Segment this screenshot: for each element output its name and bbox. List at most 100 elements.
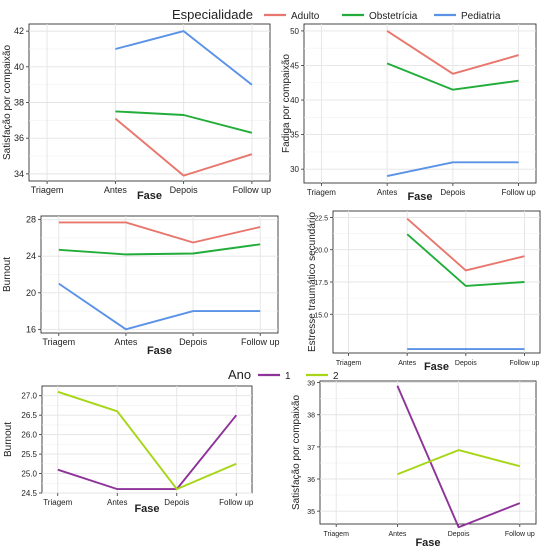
x-axis-label: Fase	[407, 191, 432, 203]
legend-title: Ano	[228, 367, 251, 382]
y-tick-label: 26.5	[21, 411, 37, 420]
y-tick-label: 50	[290, 27, 299, 36]
x-tick-label-triagem: Triagem	[323, 531, 349, 538]
x-tick-label-follow-up: Follow up	[219, 498, 254, 507]
chart-panel-3: 16 20 24 28 Triagem Antes Depois Follow up Fase B…	[2, 215, 279, 357]
series-line-1	[396, 385, 521, 529]
y-tick-label: 40	[14, 62, 24, 72]
y-tick-label: 45	[290, 61, 299, 70]
x-tick-label-antes: Antes	[388, 531, 406, 538]
x-axis-label: Fase	[415, 537, 440, 549]
x-tick-label-follow-up: Follow up	[501, 188, 536, 197]
series-line-obstetricia	[58, 243, 261, 256]
x-tick-label-depois: Depois	[170, 185, 199, 195]
y-axis-label: Burnout	[2, 257, 13, 292]
y-tick-label: 40	[290, 96, 299, 105]
x-tick-label-antes: Antes	[114, 337, 138, 347]
x-tick-label-depois: Depois	[448, 531, 470, 538]
series-line-2	[397, 449, 521, 476]
series-line-adulto	[58, 221, 261, 244]
series-line-pediatria	[386, 161, 519, 178]
x-tick-label-triagem: Triagem	[42, 337, 75, 347]
series-line-1	[57, 414, 238, 491]
series-line-2	[57, 390, 237, 491]
y-tick-label: 20	[26, 288, 36, 298]
y-tick-label: 35	[307, 509, 315, 516]
x-tick-label-triagem: Triagem	[43, 498, 72, 507]
series-line-pediatria	[58, 282, 261, 331]
x-tick-label-triagem: Triagem	[31, 185, 64, 195]
x-tick-label-depois: Depois	[164, 498, 189, 507]
x-tick-label-depois: Depois	[455, 360, 477, 367]
x-tick-label-follow-up: Follow up	[509, 360, 539, 367]
plot-area	[319, 380, 537, 525]
chart-panel-2: 30 35 40 45 50 Triagem Antes Depois Follow up Fas…	[281, 23, 537, 203]
y-tick-label: 36	[307, 477, 315, 484]
y-tick-label: 42	[14, 26, 24, 36]
series-line-obstetricia	[386, 62, 519, 91]
panels: 34 36 38 40 42 Triagem Antes Depois Follow up Fas…	[2, 23, 541, 549]
y-tick-label: 36	[14, 133, 24, 143]
x-axis-label: Fase	[137, 190, 162, 202]
legend-label-1: 1	[285, 371, 291, 382]
y-tick-label: 17.5	[314, 280, 328, 287]
y-tick-label: 30	[290, 165, 299, 174]
series-line-adulto	[406, 217, 525, 272]
legend-label-obstetricia: Obstetrícia	[369, 11, 418, 22]
y-axis-label: Burnout	[3, 422, 14, 457]
y-axis-label: Fadiga por compaixão	[281, 54, 292, 153]
x-tick-label-follow-up: Follow up	[241, 337, 280, 347]
chart-panel-6: 35 36 37 38 39 Triagem Antes Depois Follow up Fas…	[291, 380, 537, 549]
legend-label-2: 2	[333, 371, 339, 382]
y-tick-label: 24	[26, 251, 36, 261]
y-tick-label: 39	[307, 381, 315, 388]
y-tick-label: 34	[14, 169, 24, 179]
y-tick-label: 25.5	[21, 450, 37, 459]
x-tick-label-antes: Antes	[107, 498, 127, 507]
chart-panel-5: 24.5 25.0 25.5 26.0 26.5 27.0 Triagem Antes Depo…	[3, 385, 254, 515]
y-tick-label: 37	[307, 445, 315, 452]
x-tick-label-follow-up: Follow up	[505, 531, 535, 538]
x-tick-label-antes: Antes	[398, 360, 416, 367]
series-line-adulto	[386, 30, 519, 75]
chart-panel-4: 15.0 17.5 20.0 22.5 Triagem Antes Depois Follow…	[307, 210, 541, 373]
x-tick-label-antes: Antes	[377, 188, 397, 197]
y-axis-label: Satisfação por compaixão	[2, 45, 13, 161]
y-tick-label: 27.0	[21, 392, 37, 401]
y-tick-label: 20.0	[314, 248, 328, 255]
y-tick-label: 16	[26, 324, 36, 334]
x-tick-label-triagem: Triagem	[336, 360, 362, 367]
legend-title: Especialidade	[172, 7, 253, 22]
y-axis-label: Satisfação por compaixão	[291, 395, 302, 511]
y-tick-label: 25.0	[21, 470, 37, 479]
chart-panel-1: 34 36 38 40 42 Triagem Antes Depois Follow up Fas…	[2, 23, 272, 202]
y-tick-label: 38	[307, 413, 315, 420]
x-tick-label-follow-up: Follow up	[233, 185, 272, 195]
y-tick-label: 35	[290, 131, 299, 140]
y-tick-label: 15.0	[314, 312, 328, 319]
y-tick-label: 22.5	[314, 215, 328, 222]
y-tick-label: 24.5	[21, 489, 37, 498]
y-axis-label: Estresse traumático secundário	[307, 212, 318, 353]
legend-especialidade: Especialidade Adulto Obstetrícia Pediatria	[172, 7, 501, 22]
legend-ano: Ano 1 2	[228, 367, 339, 382]
legend-label-pediatria: Pediatria	[461, 11, 501, 22]
x-axis-label: Fase	[147, 345, 172, 357]
series-line-obstetricia	[115, 110, 253, 134]
x-axis-label: Fase	[424, 361, 449, 373]
y-tick-label: 38	[14, 98, 24, 108]
series-line-pediatria	[115, 30, 253, 86]
plot-area	[41, 385, 253, 494]
y-tick-label: 28	[26, 215, 36, 225]
plot-area	[303, 23, 537, 184]
x-tick-label-antes: Antes	[104, 185, 128, 195]
x-tick-label-triagem: Triagem	[307, 188, 336, 197]
x-axis-label: Fase	[134, 503, 159, 515]
legend-label-adulto: Adulto	[291, 11, 320, 22]
x-tick-label-depois: Depois	[440, 188, 465, 197]
series-line-adulto	[114, 117, 253, 177]
series-line-obstetricia	[406, 233, 525, 287]
y-tick-label: 26.0	[21, 431, 37, 440]
